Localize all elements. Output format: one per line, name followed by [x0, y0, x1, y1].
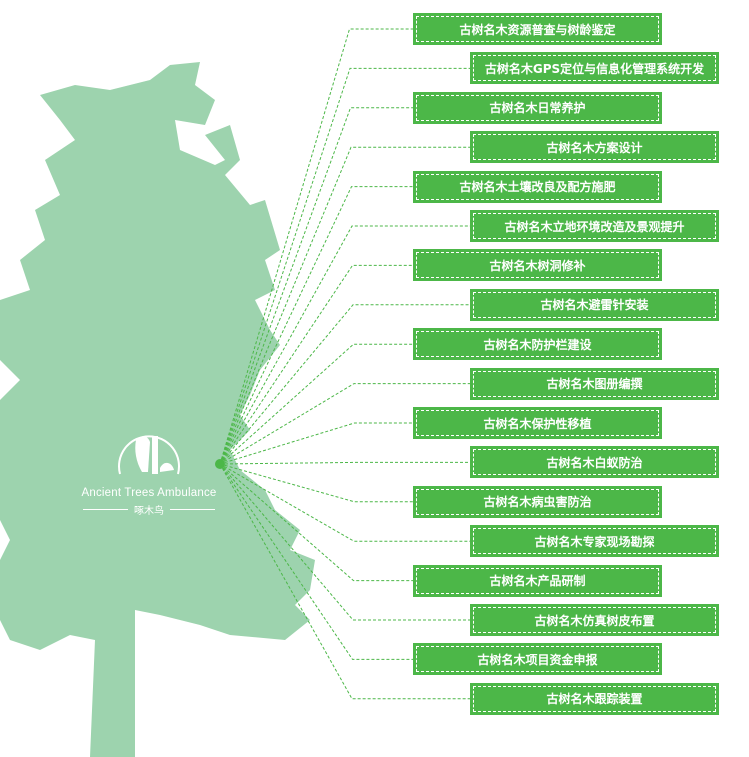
- connector-line: [219, 225, 470, 465]
- connector-line: [219, 186, 413, 465]
- service-label: 古树名木图册编撰: [546, 377, 643, 392]
- connector-line: [219, 146, 470, 465]
- connector-line: [219, 28, 413, 465]
- service-box: 古树名木树洞修补: [413, 249, 662, 282]
- connector-line: [219, 107, 413, 465]
- service-box: 古树名木产品研制: [413, 564, 662, 597]
- service-box: 古树名木资源普查与树龄鉴定: [413, 13, 662, 45]
- origin-dot: [215, 459, 225, 469]
- connector-line: [219, 383, 470, 465]
- service-label: 古树名木产品研制: [489, 574, 586, 589]
- connector-line: [219, 304, 470, 465]
- service-box: 古树名木白蚁防治: [470, 446, 719, 479]
- service-label: 古树名木保护性移植: [483, 416, 592, 431]
- service-box: 古树名木立地环境改造及景观提升: [470, 210, 719, 242]
- connector-line: [219, 463, 413, 660]
- service-box: 古树名木专家现场勘探: [470, 525, 719, 558]
- service-label: 古树名木项目资金申报: [477, 652, 598, 667]
- woodpecker-logo-icon: [118, 435, 180, 475]
- service-box: 古树名木项目资金申报: [413, 643, 662, 676]
- service-box: 古树名木仿真树皮布置: [470, 604, 719, 636]
- service-label: 古树名木树洞修补: [489, 258, 586, 273]
- service-box: 古树名木病虫害防治: [413, 485, 662, 518]
- service-box: 古树名木图册编撰: [470, 367, 719, 400]
- service-box: 古树名木防护栏建设: [413, 328, 662, 361]
- connector-line: [219, 463, 413, 503]
- service-label: 古树名木白蚁防治: [546, 455, 643, 470]
- service-label: 古树名木方案设计: [546, 140, 643, 155]
- service-box: 古树名木土壤改良及配方施肥: [413, 170, 662, 203]
- service-box: 古树名木日常养护: [413, 91, 662, 124]
- service-label: 古树名木病虫害防治: [483, 495, 592, 510]
- service-label: 古树名木避雷针安装: [540, 298, 649, 313]
- logo-english-name: Ancient Trees Ambulance: [81, 487, 217, 499]
- service-label: 古树名木GPS定位与信息化管理系统开发: [484, 61, 705, 76]
- connector-line: [219, 463, 470, 621]
- connector-line: [219, 67, 470, 465]
- service-box: 古树名木跟踪装置: [470, 682, 719, 715]
- service-label: 古树名木专家现场勘探: [534, 534, 655, 549]
- logo-chinese-name: 啄木鸟: [134, 506, 164, 517]
- service-box: 古树名木方案设计: [470, 131, 719, 164]
- service-label: 古树名木仿真树皮布置: [534, 613, 655, 628]
- tree-silhouette: [0, 62, 315, 757]
- connector-line: [219, 461, 470, 465]
- service-label: 古树名木资源普查与树龄鉴定: [459, 22, 616, 37]
- connector-line: [219, 463, 470, 542]
- divider: [83, 509, 128, 510]
- divider: [170, 509, 215, 510]
- service-box: 古树名木GPS定位与信息化管理系统开发: [470, 52, 719, 85]
- service-label: 古树名木土壤改良及配方施肥: [459, 180, 616, 195]
- service-label: 古树名木防护栏建设: [483, 337, 592, 352]
- connector-lines: [219, 28, 470, 700]
- service-box: 古树名木避雷针安装: [470, 288, 719, 321]
- connector-line: [219, 422, 413, 465]
- service-label: 古树名木立地环境改造及景观提升: [504, 219, 685, 234]
- service-label: 古树名木跟踪装置: [546, 692, 643, 707]
- connector-line: [219, 463, 413, 582]
- service-label: 古树名木日常养护: [489, 101, 586, 116]
- service-box: 古树名木保护性移植: [413, 407, 662, 439]
